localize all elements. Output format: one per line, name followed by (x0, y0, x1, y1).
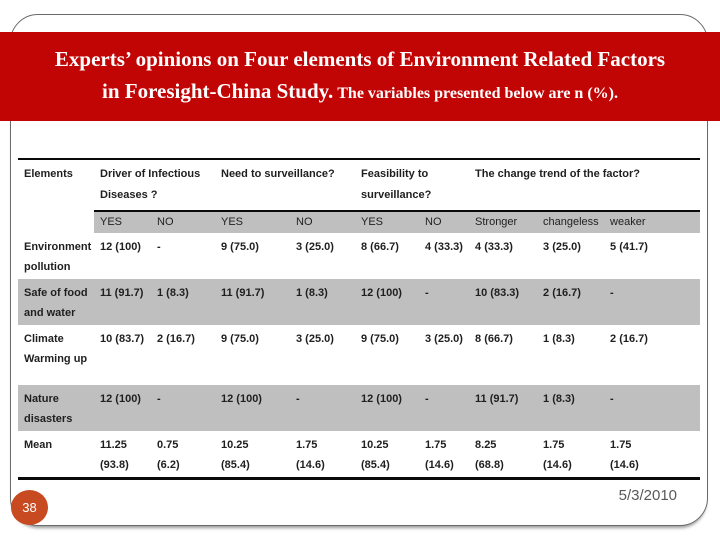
page-number-badge: 38 (11, 490, 48, 525)
data-cell: 1.75 (14.6) (296, 439, 325, 471)
slide-title-line1: Experts’ opinions on Four elements of En… (54, 47, 666, 71)
slide-title-note: The variables presented below are n (%). (337, 85, 618, 102)
data-cell: 1.75 (14.6) (543, 439, 572, 471)
data-cell: 12 (100) (355, 385, 419, 431)
data-cell: 8 (66.7) (361, 241, 399, 253)
sub-header-blank (18, 211, 94, 233)
data-cell: 1 (8.3) (151, 279, 215, 325)
data-cell: 10 (83.7) (100, 333, 145, 345)
data-cell: - (151, 385, 215, 431)
data-cell: 12 (100) (355, 279, 419, 325)
row-label: Safe of food and water (18, 279, 94, 325)
data-cell: 1.75 (14.6) (610, 439, 639, 471)
data-cell: 8.25 (68.8) (475, 439, 504, 471)
data-cell: 9 (75.0) (221, 241, 259, 253)
slide-title-line2: in Foresight-China Study. The variables … (55, 75, 665, 110)
data-cell: 11.25 (93.8) (100, 439, 129, 471)
slide-title: Experts’ opinions on Four elements of En… (41, 43, 679, 110)
data-cell: 4 (33.3) (425, 241, 463, 253)
data-cell: 12 (100) (215, 385, 290, 431)
data-cell: 10.25 (85.4) (361, 439, 390, 471)
data-cell: 1 (8.3) (537, 385, 605, 431)
data-cell: 11 (91.7) (469, 385, 538, 431)
data-cell: 9 (75.0) (221, 333, 259, 345)
col-header-driver: Driver of Infectious Diseases ? (100, 168, 201, 201)
data-cell: 3 (25.0) (296, 241, 334, 253)
data-cell: 3 (25.0) (425, 333, 463, 345)
table-row: Mean 11.25 (93.8) 0.75 (6.2) 10.25 (85.4… (18, 431, 700, 479)
col-header-trend: The change trend of the factor? (475, 168, 641, 180)
data-cell: 9 (75.0) (361, 333, 399, 345)
data-cell: 3 (25.0) (543, 241, 581, 253)
data-cell: 1.75 (14.6) (425, 439, 454, 471)
col-header-feasibility: Feasibility to surveillance? (361, 168, 432, 201)
data-cell: - (604, 279, 701, 325)
data-cell: 12 (100) (94, 385, 151, 431)
date-text: 5/3/2010 (618, 487, 677, 504)
data-cell: 4 (33.3) (475, 241, 513, 253)
title-banner: Experts’ opinions on Four elements of En… (0, 32, 720, 121)
data-cell: 2 (16.7) (157, 333, 195, 345)
table-row: Environment pollution 12 (100) - 9 (75.0… (18, 233, 700, 279)
data-cell: 2 (16.7) (537, 279, 605, 325)
table-row: Nature disasters 12 (100) - 12 (100) - 1… (18, 385, 701, 431)
col-header-elements: Elements (24, 168, 73, 180)
col-header-need: Need to surveillance? (221, 168, 335, 180)
data-cell: 1 (8.3) (543, 333, 575, 345)
sub-header-weaker: weaker (604, 210, 701, 233)
table-group-header-row: Elements Driver of Infectious Diseases ?… (18, 159, 700, 211)
data-cell: - (604, 385, 701, 431)
slide-title-line2-main: in Foresight-China Study. (101, 79, 334, 103)
sub-header-driver-no: NO (151, 210, 215, 233)
data-cell: 10.25 (85.4) (221, 439, 250, 471)
row-label: Climate Warming up (24, 333, 88, 365)
row-label: Environment pollution (24, 241, 92, 273)
data-cell: - (419, 385, 470, 431)
data-cell: 12 (100) (100, 241, 141, 253)
data-cell: 0.75 (6.2) (157, 439, 180, 471)
row-label: Nature disasters (18, 385, 94, 431)
data-cell: 5 (41.7) (610, 241, 648, 253)
data-cell: 8 (66.7) (475, 333, 513, 345)
data-cell: 3 (25.0) (296, 333, 334, 345)
data-cell: 1 (8.3) (290, 279, 355, 325)
table-sub-header-row: YES NO YES NO YES NO Stronger changeless… (18, 210, 701, 233)
data-cell: - (419, 279, 470, 325)
table-row: Climate Warming up 10 (83.7) 2 (16.7) 9 … (18, 325, 700, 385)
sub-header-stronger: Stronger (469, 210, 538, 233)
sub-header-changeless: changeless (537, 210, 605, 233)
results-table: Elements Driver of Infectious Diseases ?… (18, 158, 701, 480)
data-cell: 10 (83.3) (469, 279, 538, 325)
table-row: Safe of food and water 11 (91.7) 1 (8.3)… (18, 279, 701, 325)
row-label: Mean (24, 439, 53, 451)
sub-header-feasibility-yes: YES (355, 210, 419, 233)
data-cell: - (290, 385, 355, 431)
sub-header-feasibility-no: NO (419, 210, 470, 233)
sub-header-need-no: NO (290, 210, 355, 233)
sub-header-driver-yes: YES (94, 210, 151, 233)
data-cell: - (157, 241, 161, 253)
data-cell: 11 (91.7) (215, 279, 290, 325)
data-cell: 11 (91.7) (94, 279, 151, 325)
data-cell: 2 (16.7) (610, 333, 648, 345)
sub-header-need-yes: YES (215, 210, 290, 233)
page-number: 38 (22, 500, 37, 515)
